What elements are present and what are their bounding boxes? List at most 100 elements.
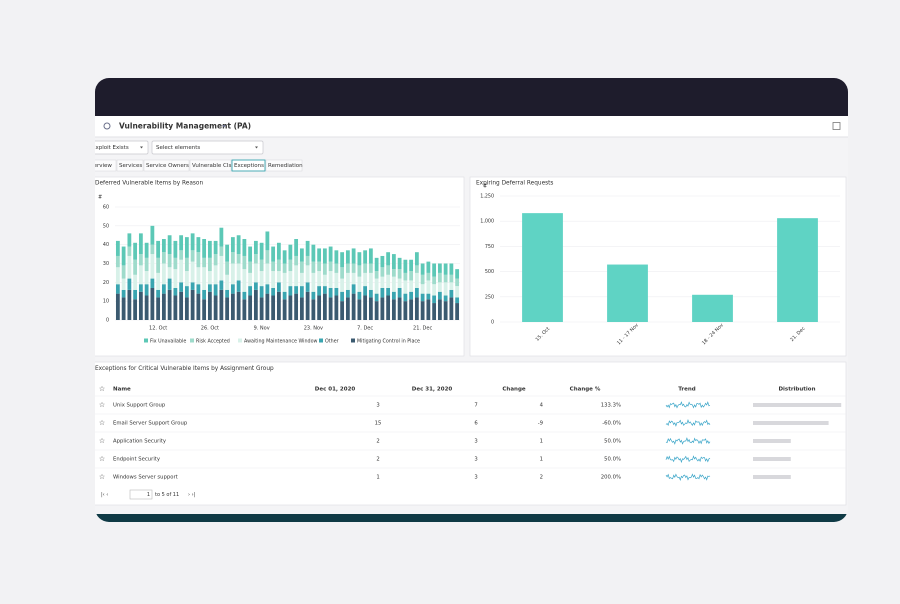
table-cell[interactable]: 2 [376,439,379,445]
y-tick-label: 500 [485,269,494,275]
bar-segment [414,265,419,273]
panel [95,176,465,357]
page-number: 1 [147,492,150,498]
chart-title: Expiring Deferral Requests [476,181,553,187]
bar-segment [432,276,437,285]
bar-segment [196,284,201,294]
y-axis-label: # [98,195,102,201]
bar-segment [357,299,362,320]
table-cell[interactable]: 2 [376,457,379,463]
bar-segment [403,301,408,320]
bar-segment [242,299,247,320]
table-cell[interactable]: 3 [474,475,477,481]
y-tick-label: 10 [103,299,109,305]
bar-segment [276,291,281,320]
table-cell[interactable]: 6 [474,421,478,427]
table-cell[interactable]: 3 [474,439,477,445]
bar-segment [207,257,212,272]
bar-segment [144,257,149,272]
table-cell[interactable]: Email Server Support Group [113,421,188,427]
bar-segment [334,250,339,264]
table-cell: 200.0% [601,475,621,481]
tab[interactable] [116,159,144,172]
page-input[interactable] [129,489,153,500]
bar-segment [150,244,155,255]
bar-segment [443,274,448,283]
table-cell[interactable]: 1 [376,475,379,481]
table-cell[interactable]: Unix Support Group [113,403,166,409]
table-cell[interactable]: Endpoint Security [113,457,160,463]
bar-segment [368,297,373,320]
bar-segment [190,233,195,251]
bar-segment [121,246,126,266]
bar-segment [127,233,132,247]
tab[interactable] [143,159,190,172]
star-icon: ☆ [99,437,105,445]
bar-segment [156,240,161,258]
bar-segment [127,289,132,320]
bar-segment [397,278,402,288]
bar-segment [265,231,270,251]
bar-segment [328,287,333,298]
bar-segment [288,271,293,287]
bar-segment [207,291,212,320]
bar [607,264,648,322]
bar-segment [225,244,230,262]
bar-segment [138,291,143,320]
bar-segment [351,248,356,264]
dashboard-icon[interactable] [103,122,111,130]
legend-swatch [190,338,194,343]
y-axis-label: # [483,184,487,190]
bar-segment [363,272,368,287]
tab-label: Remediation [268,163,303,169]
bar-segment [340,301,345,320]
table-cell[interactable]: Windows Server support [113,475,178,481]
bar-segment [271,246,276,262]
bar-segment [380,255,385,268]
bar-segment [317,271,322,287]
active-tab[interactable] [231,159,266,172]
bar-segment [340,267,345,279]
bar-segment [236,291,241,320]
title-caret[interactable] [222,125,226,128]
tab[interactable] [84,159,117,172]
bar-segment [317,248,322,262]
y-tick-label: 750 [485,244,494,250]
bar-segment [380,267,385,277]
bar-segment [311,261,316,273]
dropdown[interactable] [151,140,264,155]
distribution-bar [753,475,791,479]
bar-segment [420,274,425,285]
bar [522,213,563,322]
bar-segment [414,297,419,320]
bar-segment [144,242,149,258]
table-cell[interactable]: 15 [375,421,382,427]
table-cell[interactable]: Application Security [113,439,166,445]
dropdown[interactable] [88,140,149,155]
distribution-bar [753,421,829,425]
bar-segment [207,271,212,285]
bar-segment [334,287,339,296]
bar-segment [236,263,241,281]
column-header: Change % [570,387,601,393]
table-cell[interactable]: 3 [376,403,379,409]
bar-segment [156,257,161,273]
bar-segment [449,297,454,320]
table-cell[interactable]: 3 [474,457,477,463]
open-icon[interactable] [832,122,841,130]
bar-segment [426,261,431,273]
bar-segment [144,295,149,320]
tab[interactable] [189,159,232,172]
bar-segment [409,291,414,300]
table-cell[interactable]: 7 [474,403,477,409]
column-header: Distribution [778,387,815,393]
tab[interactable] [265,159,303,172]
bar-segment [259,271,264,287]
table-cell: -9 [538,421,543,427]
bar-segment [437,299,442,320]
bar-segment [167,278,172,290]
bar-segment [271,261,276,272]
bar-segment [161,239,166,253]
legend-label: Risk Accepted [196,339,230,345]
column-header: Change [502,387,526,393]
